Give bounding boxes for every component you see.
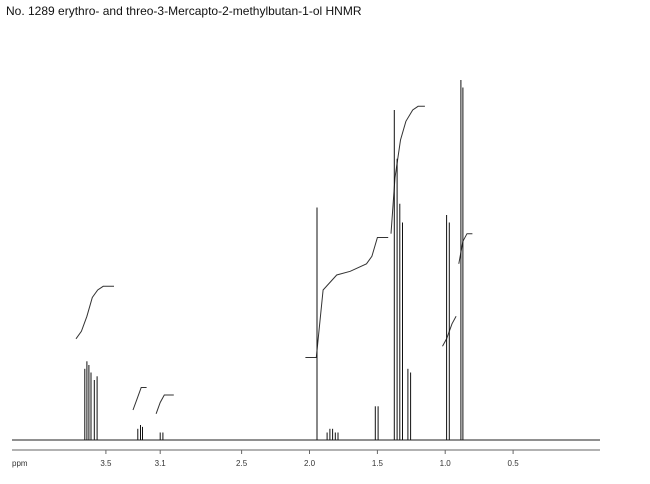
x-tick-label-2: 2.5 (236, 459, 248, 468)
x-tick-label-0: 3.5 (100, 459, 112, 468)
integral-curves (75, 105, 473, 414)
integral-curve-4 (390, 105, 425, 234)
integral-curve-0 (75, 285, 114, 340)
x-axis: ppm 3.5 3.1 2.5 2.0 1.5 1.0 0.5 (12, 450, 519, 468)
integral-curve-3 (305, 237, 389, 358)
chart-title: No. 1289 erythro- and threo-3-Mercapto-2… (6, 4, 362, 18)
x-axis-unit-label: ppm (12, 459, 28, 468)
x-tick-label-6: 0.5 (508, 459, 520, 468)
integral-curve-2 (155, 394, 174, 414)
x-tick-label-4: 1.5 (372, 459, 384, 468)
peak-lines (84, 80, 464, 440)
x-tick-label-3: 2.0 (304, 459, 316, 468)
x-tick-label-5: 1.0 (440, 459, 452, 468)
x-tick-label-1: 3.1 (155, 459, 167, 468)
integral-curve-1 (132, 387, 147, 411)
baseline (12, 439, 600, 451)
